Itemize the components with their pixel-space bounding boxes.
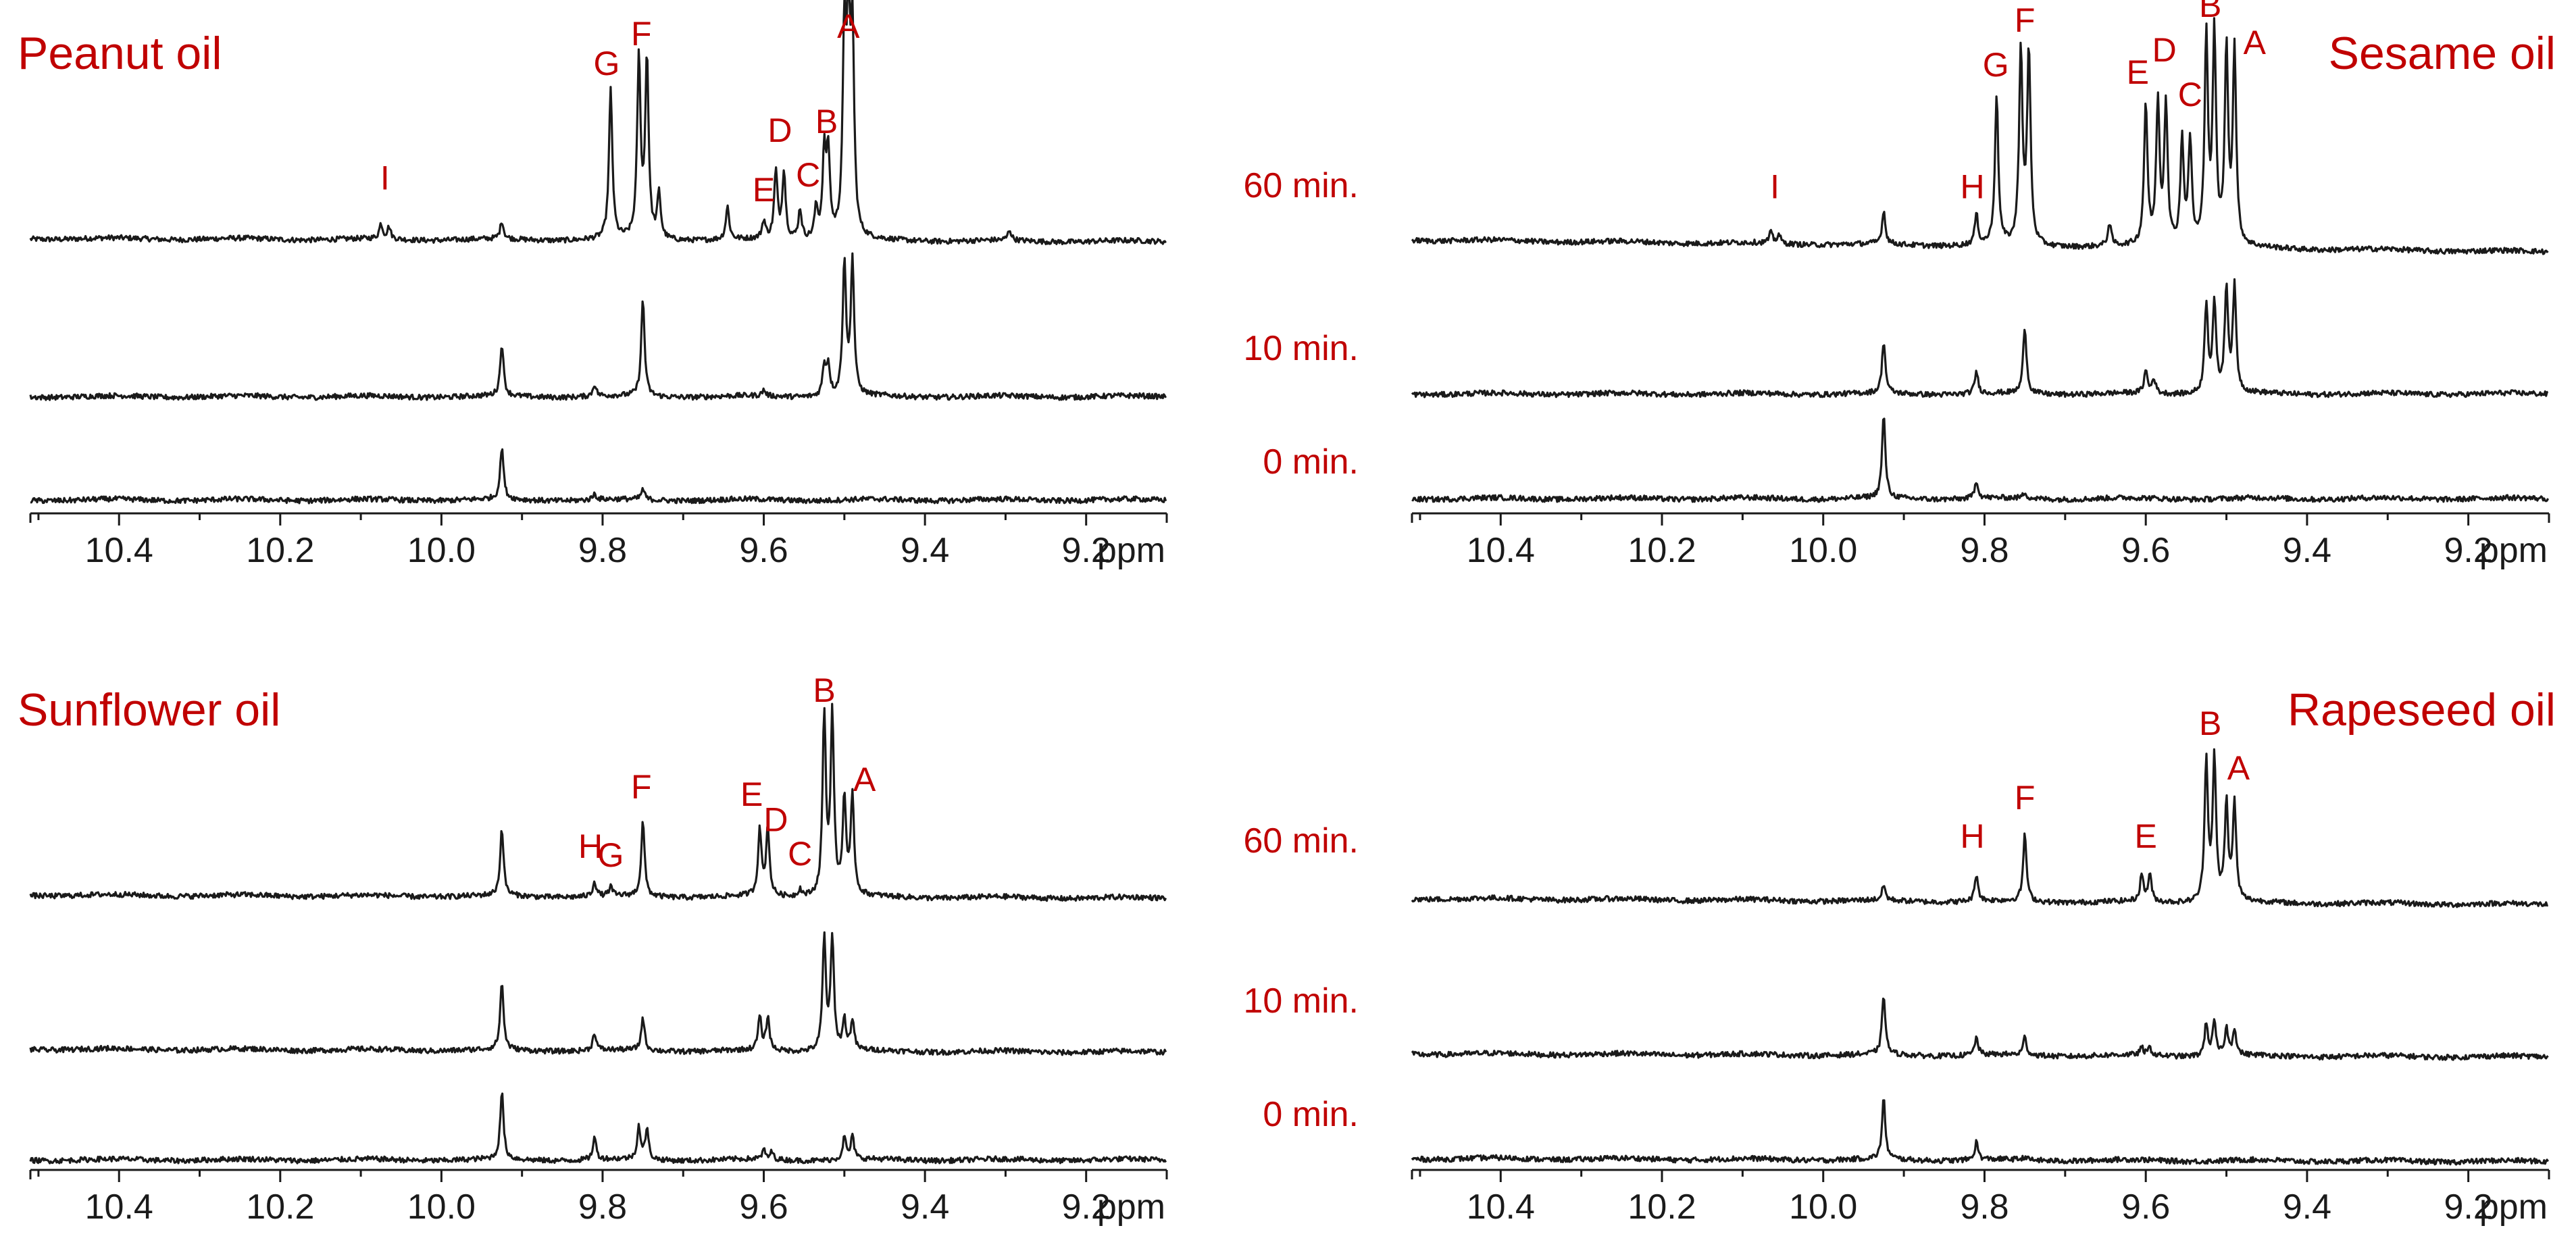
time-label-10min-top: 10 min. bbox=[1243, 329, 1359, 368]
x-tick-label: 10.2 bbox=[1627, 531, 1696, 570]
peak-label-F: F bbox=[631, 768, 652, 806]
x-tick-label: 10.2 bbox=[1627, 1187, 1696, 1227]
peak-label-G: G bbox=[593, 45, 620, 82]
peak-label-F: F bbox=[2015, 1, 2036, 39]
peak-label-C: C bbox=[796, 156, 820, 194]
panel-title-sunflower: Sunflower oil bbox=[18, 684, 281, 736]
x-tick-label: 9.8 bbox=[578, 531, 627, 570]
panel-title-rapeseed: Rapeseed oil bbox=[2288, 684, 2556, 736]
spectrum-trace-60min bbox=[29, 702, 1167, 902]
x-tick-label: 9.2 bbox=[2444, 1187, 2492, 1227]
x-tick-label: 10.0 bbox=[407, 1187, 476, 1227]
x-tick-label: 10.0 bbox=[1789, 531, 1857, 570]
x-tick-label: 9.4 bbox=[2283, 531, 2331, 570]
peak-label-I: I bbox=[380, 159, 390, 197]
peak-label-G: G bbox=[1983, 46, 2009, 84]
time-label-60min-top: 60 min. bbox=[1243, 166, 1359, 205]
peak-label-G: G bbox=[597, 836, 624, 874]
x-tick-label: 10.0 bbox=[407, 531, 476, 570]
peak-label-A: A bbox=[837, 7, 860, 45]
x-tick-label: 9.4 bbox=[901, 1187, 949, 1227]
x-tick-label: 9.2 bbox=[1062, 531, 1111, 570]
x-tick-label: 9.4 bbox=[901, 531, 949, 570]
spectrum-trace-0min bbox=[1411, 417, 2550, 503]
peak-label-H: H bbox=[1961, 817, 1985, 855]
peak-label-F: F bbox=[2015, 779, 2036, 817]
x-tick-label: 9.8 bbox=[1960, 1187, 2009, 1227]
x-tick-label: 10.4 bbox=[85, 531, 153, 570]
spectrum-trace-0min bbox=[1411, 1099, 2549, 1166]
peak-label-D: D bbox=[2152, 31, 2177, 69]
x-tick-label: 10.4 bbox=[1467, 531, 1535, 570]
x-tick-label: 9.8 bbox=[578, 1187, 627, 1227]
peak-label-C: C bbox=[788, 835, 812, 873]
panel-title-peanut: Peanut oil bbox=[18, 28, 222, 79]
peak-label-A: A bbox=[853, 761, 876, 798]
spectrum-trace-10min bbox=[1411, 278, 2549, 399]
time-label-10min-bottom: 10 min. bbox=[1243, 981, 1359, 1021]
peak-label-A: A bbox=[2227, 749, 2250, 787]
spectrum-trace-0min bbox=[29, 1092, 1167, 1165]
x-tick-label: 9.4 bbox=[2283, 1187, 2331, 1227]
x-axis-label: ppm bbox=[2479, 531, 2548, 570]
peak-label-B: B bbox=[813, 671, 835, 709]
peak-label-F: F bbox=[631, 15, 652, 53]
x-tick-label: 9.8 bbox=[1960, 531, 2009, 570]
x-tick-label: 9.6 bbox=[2121, 531, 2170, 570]
peak-label-E: E bbox=[740, 775, 763, 813]
time-label-0min-bottom: 0 min. bbox=[1263, 1095, 1359, 1134]
peak-label-C: C bbox=[2178, 76, 2202, 113]
peak-label-I: I bbox=[1770, 168, 1779, 205]
spectrum-trace-0min bbox=[30, 448, 1167, 505]
spectrum-trace-10min bbox=[29, 252, 1167, 401]
x-tick-label: 10.4 bbox=[85, 1187, 153, 1227]
x-tick-label: 10.4 bbox=[1467, 1187, 1535, 1227]
spectrum-trace-10min bbox=[29, 931, 1167, 1056]
x-tick-label: 9.6 bbox=[2121, 1187, 2170, 1227]
x-tick-label: 9.2 bbox=[2444, 531, 2492, 570]
peak-label-D: D bbox=[767, 111, 792, 149]
x-axis-label: ppm bbox=[1097, 1187, 1165, 1227]
peak-label-B: B bbox=[2199, 705, 2221, 742]
x-axis-label: ppm bbox=[1097, 531, 1165, 570]
x-tick-label: 10.2 bbox=[246, 531, 314, 570]
peak-label-H: H bbox=[578, 827, 603, 865]
spectrum-trace-60min bbox=[1411, 748, 2549, 909]
spectrum-trace-10min bbox=[1411, 997, 2549, 1061]
x-axis-label: ppm bbox=[2479, 1187, 2548, 1227]
spectrum-trace-60min bbox=[29, 0, 1167, 245]
peak-label-B: B bbox=[2199, 0, 2221, 24]
x-tick-label: 9.2 bbox=[1062, 1187, 1111, 1227]
x-tick-label: 9.6 bbox=[739, 1187, 788, 1227]
peak-label-D: D bbox=[763, 800, 788, 838]
peak-label-E: E bbox=[753, 171, 775, 209]
time-label-0min-top: 0 min. bbox=[1263, 442, 1359, 482]
spectrum-trace-60min bbox=[1411, 17, 2549, 255]
panel-title-sesame: Sesame oil bbox=[2328, 28, 2556, 79]
peak-label-A: A bbox=[2244, 24, 2267, 61]
x-tick-label: 9.6 bbox=[739, 531, 788, 570]
peak-label-E: E bbox=[2135, 817, 2157, 855]
x-tick-label: 10.2 bbox=[246, 1187, 314, 1227]
peak-label-H: H bbox=[1961, 168, 1985, 205]
peak-label-E: E bbox=[2127, 53, 2149, 91]
x-tick-label: 10.0 bbox=[1789, 1187, 1857, 1227]
time-label-60min-bottom: 60 min. bbox=[1243, 821, 1359, 861]
peak-label-B: B bbox=[815, 103, 838, 140]
